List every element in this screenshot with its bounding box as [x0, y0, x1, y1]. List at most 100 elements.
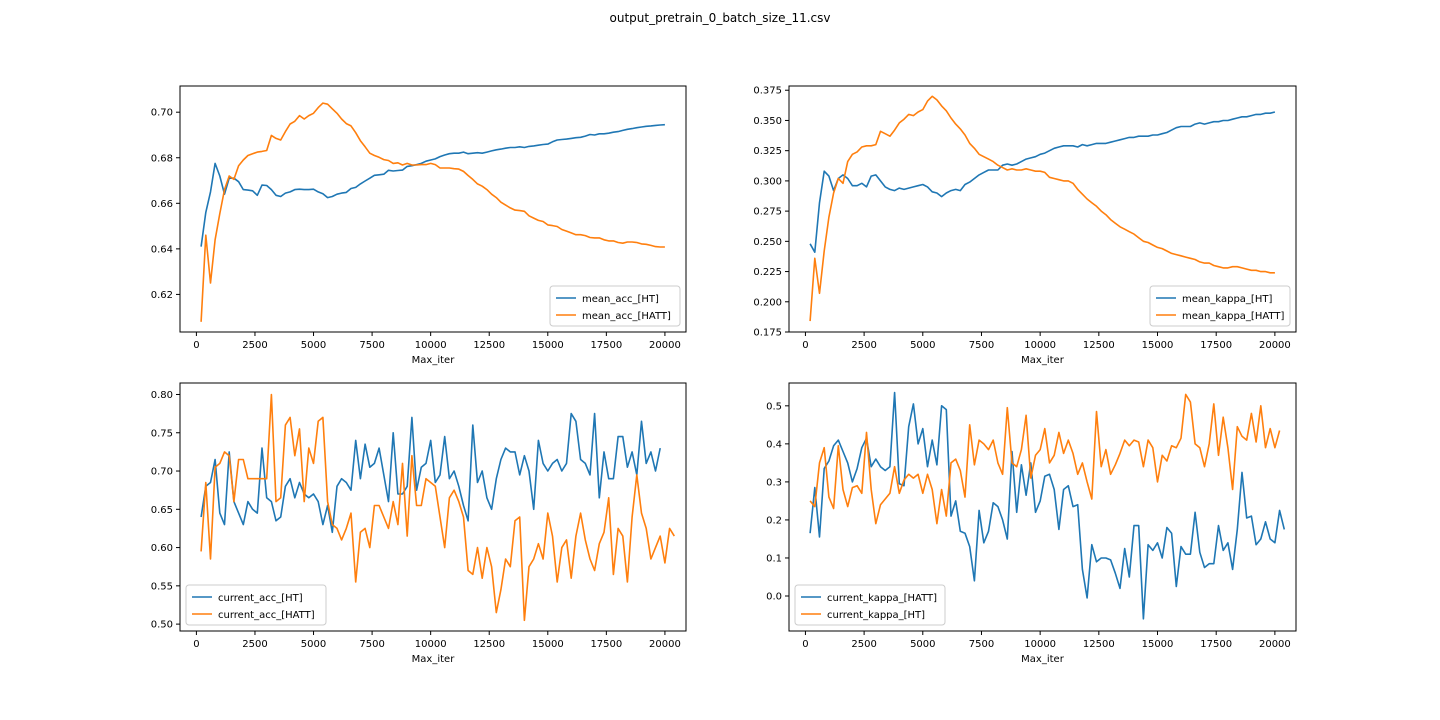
legend: mean_kappa_[HT] mean_kappa_[HATT]	[1149, 285, 1291, 327]
x-tick-label: 7500	[969, 340, 994, 351]
y-tick-label: 0.250	[753, 237, 782, 248]
y-tick-label: 0.62	[151, 290, 173, 301]
x-tick-label: 20000	[1259, 340, 1291, 351]
y-tick-label: 0.64	[151, 244, 173, 255]
y-tick-label: 0.175	[753, 328, 782, 339]
x-tick-label: 12500	[1083, 340, 1115, 351]
legend-box	[185, 584, 327, 626]
series-line-current-kappa-ht-	[809, 393, 1281, 525]
legend-label: mean_kappa_[HATT]	[1182, 311, 1284, 322]
y-tick-label: 0.4	[766, 439, 782, 450]
x-tick-label: 5000	[910, 340, 935, 351]
x-tick-label: 7500	[359, 340, 384, 351]
legend-box	[549, 285, 681, 327]
axes-frame	[179, 85, 687, 333]
x-tick-label: 5000	[301, 340, 326, 351]
y-tick-label: 0.3	[766, 477, 782, 488]
series-line-mean-acc-ht-	[200, 123, 665, 247]
x-tick-label: 2500	[242, 639, 267, 650]
y-tick-label: 0.350	[753, 116, 782, 127]
axes-frame	[788, 85, 1297, 333]
legend-label: current_kappa_[HT]	[827, 610, 925, 621]
x-tick-label: 0	[802, 639, 808, 650]
legend-label: mean_acc_[HATT]	[582, 311, 671, 322]
legend-label: current_kappa_[HATT]	[827, 593, 937, 604]
series-line-current-acc-ht-	[200, 412, 661, 534]
x-tick-label: 2500	[242, 340, 267, 351]
legend-label: current_acc_[HT]	[218, 593, 303, 604]
x-tick-label: 10000	[1024, 639, 1056, 650]
x-tick-label: 17500	[1200, 340, 1232, 351]
y-tick-label: 0.50	[151, 620, 173, 631]
x-tick-label: 7500	[359, 639, 384, 650]
x-tick-label: 12500	[1083, 639, 1115, 650]
x-tick-label: 20000	[1259, 639, 1291, 650]
x-tick-label: 10000	[415, 340, 447, 351]
axes-frame	[179, 382, 687, 632]
x-tick-label: 0	[193, 340, 199, 351]
y-tick-label: 0.75	[151, 428, 173, 439]
y-tick-label: 0.80	[151, 390, 173, 401]
legend-box	[794, 584, 946, 626]
legend-label: mean_kappa_[HT]	[1182, 294, 1272, 305]
x-tick-label: 15000	[532, 340, 564, 351]
series-line-mean-kappa-ht-	[809, 111, 1276, 253]
chart-mean-kappa: 0 2500 5000 7500 10000 12500 15000 17500 20000 0.…	[753, 85, 1297, 366]
x-tick-label: 10000	[1024, 340, 1056, 351]
x-tick-label: 12500	[473, 340, 505, 351]
x-tick-label: 12500	[473, 639, 505, 650]
y-tick-label: 0.66	[151, 199, 173, 210]
x-tick-label: 20000	[649, 639, 681, 650]
x-tick-label: 15000	[1142, 340, 1174, 351]
x-tick-label: 0	[193, 639, 199, 650]
x-tick-label: 7500	[969, 639, 994, 650]
y-tick-label: 0.68	[151, 153, 173, 164]
chart-mean-acc: 0 2500 5000 7500 10000 12500 15000 17500 20000 0.…	[151, 85, 687, 366]
series-line-current-acc-hatt-	[200, 393, 675, 622]
series-line-mean-kappa-hatt-	[809, 95, 1275, 322]
x-axis-label: Max_iter	[412, 654, 456, 665]
x-tick-label: 15000	[532, 639, 564, 650]
y-tick-label: 0.55	[151, 581, 173, 592]
y-tick-label: 0.275	[753, 207, 782, 218]
x-axis-label: Max_iter	[412, 355, 456, 366]
legend-label: current_acc_[HATT]	[218, 610, 315, 621]
x-tick-label: 2500	[851, 340, 876, 351]
x-tick-label: 0	[802, 340, 808, 351]
x-tick-label: 20000	[649, 340, 681, 351]
y-tick-label: 0.60	[151, 543, 173, 554]
legend: mean_acc_[HT] mean_acc_[HATT]	[549, 285, 681, 327]
figure-title: output_pretrain_0_batch_size_11.csv	[609, 11, 831, 25]
y-tick-label: 0.70	[151, 108, 173, 119]
x-tick-label: 17500	[590, 639, 622, 650]
y-tick-label: 0.5	[766, 401, 782, 412]
x-tick-label: 10000	[415, 639, 447, 650]
legend-label: mean_acc_[HT]	[582, 294, 659, 305]
x-axis-label: Max_iter	[1021, 355, 1065, 366]
y-tick-label: 0.2	[766, 515, 782, 526]
legend: current_kappa_[HATT] current_kappa_[HT]	[794, 584, 946, 626]
y-tick-label: 0.225	[753, 267, 782, 278]
y-tick-label: 0.375	[753, 86, 782, 97]
x-tick-label: 17500	[590, 340, 622, 351]
y-tick-label: 0.65	[151, 505, 173, 516]
y-tick-label: 0.70	[151, 467, 173, 478]
series-line-mean-acc-hatt-	[200, 102, 665, 322]
legend: current_acc_[HT] current_acc_[HATT]	[185, 584, 327, 626]
chart-current-kappa: 0 2500 5000 7500 10000 12500 15000 17500 20000 0.…	[766, 382, 1297, 665]
x-tick-label: 5000	[301, 639, 326, 650]
axes-frame	[788, 382, 1297, 632]
x-axis-label: Max_iter	[1021, 654, 1065, 665]
x-tick-label: 15000	[1142, 639, 1174, 650]
y-tick-label: 0.0	[766, 592, 782, 603]
legend-box	[1149, 285, 1291, 327]
y-tick-label: 0.300	[753, 176, 782, 187]
series-line-current-kappa-hatt-	[809, 391, 1286, 620]
y-tick-label: 0.325	[753, 146, 782, 157]
x-tick-label: 2500	[851, 639, 876, 650]
y-tick-label: 0.200	[753, 297, 782, 308]
y-tick-label: 0.1	[766, 553, 782, 564]
x-tick-label: 5000	[910, 639, 935, 650]
chart-current-acc: 0 2500 5000 7500 10000 12500 15000 17500 20000 0.…	[151, 382, 687, 665]
